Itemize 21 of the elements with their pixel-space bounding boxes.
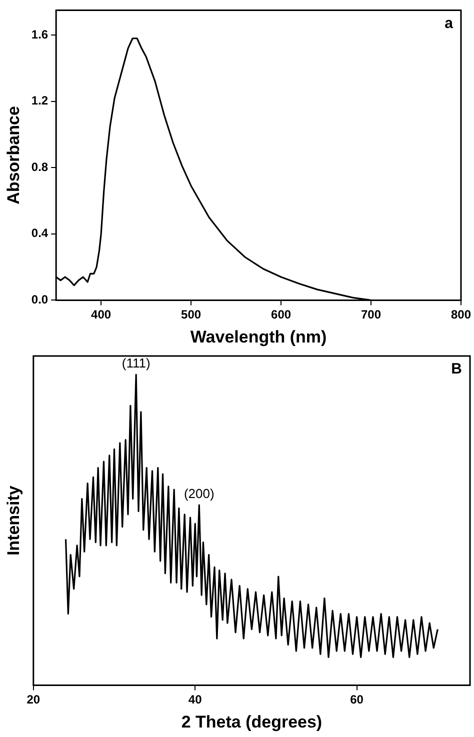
y-tick-label: 0.8 xyxy=(31,160,48,174)
x-axis-title: 2 Theta (degrees) xyxy=(181,712,322,732)
x-tick-label: 60 xyxy=(350,692,364,707)
annotation: B xyxy=(451,360,462,378)
annotation: (111) xyxy=(122,356,150,371)
y-axis-title: Absorbance xyxy=(4,106,23,204)
annotation: (200) xyxy=(184,486,214,502)
x-tick-label: 400 xyxy=(91,308,112,322)
y-tick-label: 0.0 xyxy=(31,292,48,307)
x-tick-label: 20 xyxy=(26,692,40,707)
annotation: a xyxy=(444,14,454,32)
x-tick-label: 800 xyxy=(450,308,472,322)
y-axis-title: Intensity xyxy=(4,485,23,556)
x-axis-title: Wavelength (nm) xyxy=(190,327,327,346)
y-tick-label: 1.2 xyxy=(31,94,48,108)
x-tick-label: 600 xyxy=(271,308,292,322)
y-tick-label: 1.6 xyxy=(31,27,48,42)
y-tick-label: 0.4 xyxy=(31,226,48,240)
x-tick-label: 700 xyxy=(360,308,382,322)
x-tick-label: 40 xyxy=(188,692,202,707)
x-tick-label: 500 xyxy=(181,308,202,322)
